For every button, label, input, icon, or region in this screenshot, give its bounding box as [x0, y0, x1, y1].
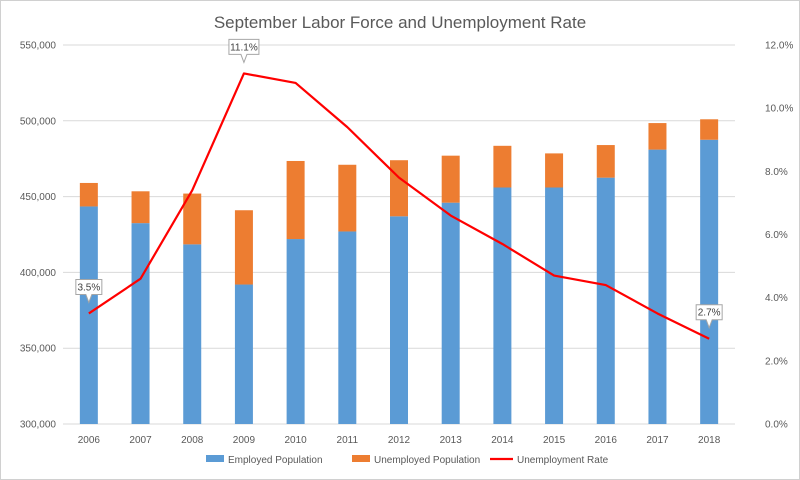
y2-tick-label: 12.0%	[765, 41, 793, 52]
x-tick-label: 2010	[284, 435, 307, 446]
x-tick-label: 2008	[181, 435, 204, 446]
bar-employed	[700, 139, 719, 424]
left-axis-ticks: 300,000 350,000 400,000 450,000 500,000 550,0…	[20, 41, 57, 431]
data-label-box	[75, 278, 103, 304]
y-tick-label: 550,000	[20, 41, 57, 52]
bar-employed	[183, 244, 202, 424]
bar-unemployed	[700, 119, 719, 140]
x-tick-label: 2007	[129, 435, 152, 446]
y2-tick-label: 0.0%	[765, 420, 788, 431]
bar-unemployed	[493, 145, 512, 188]
legend-item-unemployed: Unemployed Population	[352, 455, 480, 466]
bar-employed	[648, 149, 667, 424]
x-tick-label: 2011	[337, 435, 359, 446]
x-tick-label: 2012	[388, 435, 411, 446]
data-label-text: 2.7%	[698, 308, 721, 319]
bars	[79, 119, 719, 424]
x-tick-label: 2006	[78, 435, 101, 446]
bar-unemployed	[79, 182, 98, 207]
legend: Employed Population Unemployed Population…	[206, 455, 609, 466]
legend-swatch	[206, 455, 224, 462]
legend-label: Unemployed Population	[374, 455, 480, 466]
bar-unemployed	[183, 193, 202, 245]
bar-unemployed	[286, 160, 305, 240]
bar-employed	[338, 231, 357, 424]
data-label-box	[695, 304, 723, 330]
legend-swatch	[352, 455, 370, 462]
bar-employed	[596, 177, 615, 424]
y-tick-label: 400,000	[20, 268, 57, 279]
bar-employed	[234, 284, 253, 424]
chart-title: September Labor Force and Unemployment R…	[214, 13, 586, 32]
y2-tick-label: 8.0%	[765, 167, 788, 178]
gridlines	[63, 44, 735, 425]
legend-label: Unemployment Rate	[517, 455, 609, 466]
legend-item-rate: Unemployment Rate	[490, 455, 609, 466]
bar-employed	[441, 202, 460, 424]
x-axis-ticks: 2006 2007 2008 2009 2010 2011 2012 2013 2014 2015…	[78, 435, 721, 446]
bar-unemployed	[648, 123, 667, 150]
x-tick-label: 2017	[646, 435, 669, 446]
x-tick-label: 2009	[233, 435, 256, 446]
y2-tick-label: 4.0%	[765, 293, 788, 304]
data-label-box	[228, 38, 260, 64]
data-label: 11.1%	[228, 38, 260, 64]
bar-employed	[390, 216, 408, 424]
data-label: 3.5%	[75, 278, 103, 304]
x-tick-label: 2013	[440, 435, 463, 446]
legend-item-employed: Employed Population	[206, 455, 323, 466]
bar-unemployed	[441, 155, 460, 203]
y-tick-label: 350,000	[20, 344, 57, 355]
y2-tick-label: 2.0%	[765, 356, 788, 367]
x-tick-label: 2018	[698, 435, 721, 446]
bar-employed	[493, 187, 512, 424]
data-label-text: 11.1%	[230, 42, 258, 53]
bar-unemployed	[545, 153, 564, 188]
legend-label: Employed Population	[228, 455, 323, 466]
bar-employed	[286, 239, 305, 424]
bar-employed	[131, 223, 150, 424]
data-label: 2.7%	[695, 304, 723, 330]
data-label-text: 3.5%	[77, 282, 100, 293]
y2-tick-label: 6.0%	[765, 230, 788, 241]
rate-line-group	[88, 72, 710, 340]
bar-employed	[545, 187, 564, 424]
x-tick-label: 2015	[543, 435, 566, 446]
bar-employed	[79, 206, 98, 424]
y2-tick-label: 10.0%	[765, 104, 793, 115]
bar-unemployed	[338, 164, 357, 232]
bar-unemployed	[596, 145, 615, 178]
bar-unemployed	[234, 210, 253, 285]
y-tick-label: 450,000	[20, 192, 57, 203]
x-tick-label: 2016	[595, 435, 618, 446]
bar-unemployed	[390, 160, 408, 217]
y-tick-label: 500,000	[20, 116, 57, 127]
data-label-callouts: 3.5% 11.1% 2.7%	[75, 38, 723, 330]
right-axis-ticks: 0.0% 2.0% 4.0% 6.0% 8.0% 10.0% 12.0%	[765, 41, 793, 431]
bar-unemployed	[131, 191, 150, 224]
y-tick-label: 300,000	[20, 420, 57, 431]
x-tick-label: 2014	[491, 435, 514, 446]
